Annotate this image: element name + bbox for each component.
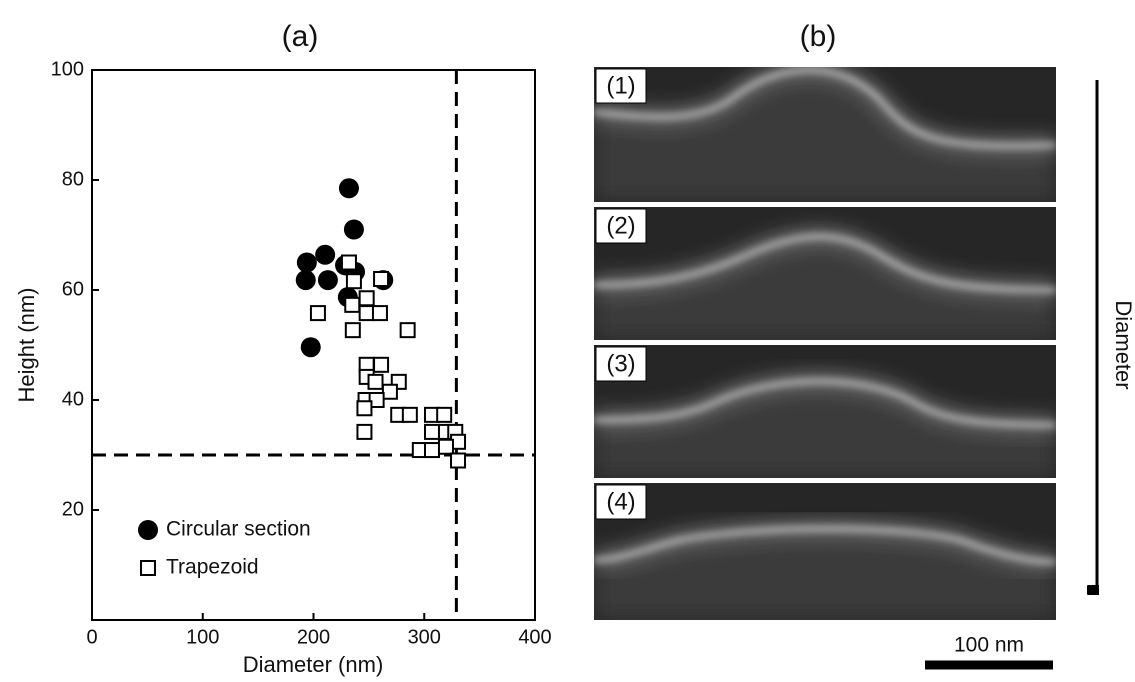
image-label-box (595, 208, 647, 244)
point (450, 452, 467, 469)
edge (594, 234, 1056, 292)
image-label-box (595, 484, 647, 520)
point (371, 305, 388, 322)
point (315, 244, 336, 265)
point (345, 273, 362, 290)
point (309, 305, 326, 322)
image-label: (2) (606, 212, 635, 239)
y-tick-label: 40 (62, 388, 84, 410)
image-label: (4) (606, 488, 635, 515)
sem-image (594, 67, 1056, 202)
y-tick-label: 100 (51, 58, 84, 80)
y-tick-label: 80 (62, 168, 84, 190)
y-axis-label: Height (nm) (14, 288, 39, 403)
point (296, 252, 317, 273)
edge (594, 526, 1056, 564)
legend-marker (140, 560, 156, 576)
point (358, 305, 375, 322)
x-tick-label: 0 (86, 626, 97, 648)
point (424, 423, 441, 440)
x-tick-label: 300 (408, 626, 441, 648)
substrate (594, 70, 1056, 202)
image-label: (3) (606, 350, 635, 377)
point (338, 178, 359, 199)
x-tick-label: 400 (518, 626, 551, 648)
substrate (594, 528, 1056, 620)
panel-b: (1) (2) (3) (4) (594, 67, 1056, 620)
sem-image (594, 207, 1056, 340)
panel-a-title: (a) (282, 20, 319, 53)
legend-label: Trapezoid (166, 556, 259, 579)
y-tick-label: 60 (62, 278, 84, 300)
point (317, 270, 338, 291)
point (367, 373, 384, 390)
point (340, 254, 357, 271)
x-tick-label: 200 (297, 626, 330, 648)
x-axis-label: Diameter (nm) (243, 652, 384, 677)
panel-b-title: (b) (800, 20, 837, 53)
point (343, 219, 364, 240)
point (356, 400, 373, 417)
x-tick-label: 100 (186, 626, 219, 648)
y-tick-label: 20 (62, 498, 84, 520)
sem-image (594, 483, 1056, 620)
point (358, 290, 375, 307)
point (401, 406, 418, 423)
point (373, 356, 390, 373)
scale-bar-label: 100 nm (954, 634, 1024, 657)
point (373, 271, 390, 287)
point (436, 406, 453, 423)
point (368, 392, 385, 408)
image-label-box (595, 346, 647, 382)
point (300, 337, 321, 358)
point (437, 438, 454, 455)
point (381, 383, 398, 400)
point (424, 442, 441, 459)
point (344, 296, 361, 313)
image-label: (1) (606, 72, 635, 99)
point (344, 322, 361, 339)
edge (594, 68, 1056, 148)
arrow-label: Diameter (1111, 300, 1135, 389)
legend-label: Circular section (166, 518, 311, 541)
point (399, 322, 416, 339)
edge (594, 379, 1056, 427)
substrate (594, 236, 1056, 340)
image-label-box (595, 68, 647, 104)
point (295, 270, 316, 291)
point (356, 423, 373, 440)
legend-marker (138, 520, 158, 540)
sem-image (594, 345, 1056, 478)
